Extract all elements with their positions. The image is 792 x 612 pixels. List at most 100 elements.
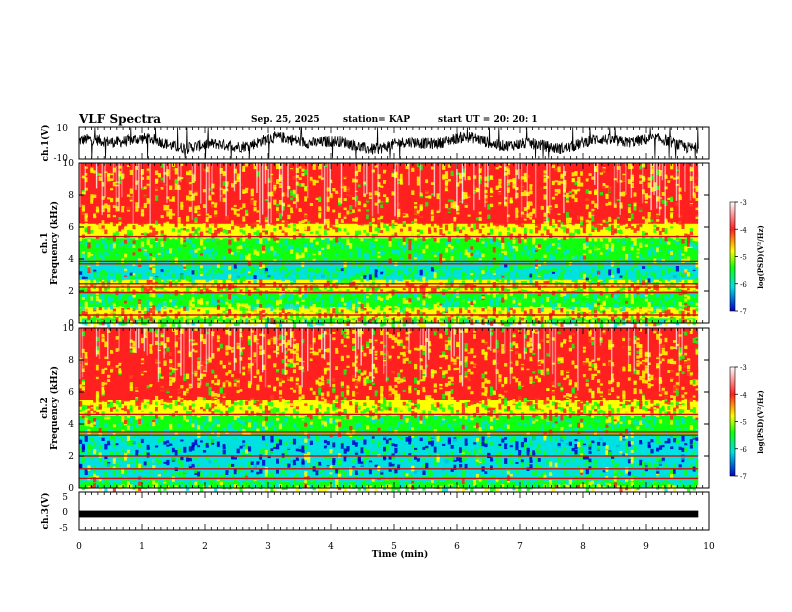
ch1-spec-speckle xyxy=(81,183,85,190)
ch1-spec-speckle xyxy=(233,177,237,181)
ch1-spec-speckle xyxy=(419,322,423,329)
ch1-spec-speckle xyxy=(270,175,274,182)
ch1-spec-speckle xyxy=(169,239,173,244)
ch1-spec-speckle xyxy=(315,312,319,316)
ch1-spec-speckle xyxy=(242,189,246,193)
ch1-spec-speckle xyxy=(202,241,207,246)
ch1-spec-speckle xyxy=(140,213,145,217)
ch1-spec-speckle xyxy=(225,188,229,192)
ch1-spec-streak xyxy=(149,163,151,226)
ch1-spec-speckle xyxy=(118,214,122,218)
ch1-spec-speckle xyxy=(95,292,100,295)
ch1-spec-speckle xyxy=(518,238,522,244)
ch1-spec-speckle xyxy=(166,178,170,184)
ch1-spec-speckle xyxy=(259,178,263,185)
ch1-spec-speckle xyxy=(163,193,167,198)
ch1-spec-speckle xyxy=(304,219,308,222)
ch1-spec-speckle xyxy=(408,190,412,195)
ch1-spec-speckle xyxy=(126,194,131,197)
ch1-spec-speckle xyxy=(225,181,229,187)
ch1-spec-speckle xyxy=(580,186,584,192)
ch1-spec-speckle xyxy=(453,282,457,288)
ch1-spec-speckle xyxy=(228,309,232,315)
ch1-spec-speckle xyxy=(506,241,511,247)
ch1-spec-speckle xyxy=(135,297,139,304)
ch1-spec-speckle xyxy=(580,241,584,247)
ch1-spec-speckle xyxy=(143,195,147,200)
ch1-spec-speckle xyxy=(155,281,159,285)
ch1-spec-speckle xyxy=(197,309,201,312)
ch1-spec-streak xyxy=(506,163,509,223)
ch1-spec-speckle xyxy=(211,283,215,287)
ch1-spec-speckle xyxy=(470,273,474,276)
ch1-spec-speckle xyxy=(543,194,547,200)
ch1-spec-speckle xyxy=(225,255,229,260)
ch1-spec-speckle xyxy=(467,292,471,297)
ch1-spec-speckle xyxy=(149,294,153,297)
ch1-spec-speckle xyxy=(143,299,147,303)
ch1-spec-speckle xyxy=(335,310,339,315)
ch1-spec-streak xyxy=(546,163,548,223)
ch1-spec-speckle xyxy=(422,300,426,306)
ch1-spec-speckle xyxy=(419,277,423,282)
ch1-spec-speckle xyxy=(216,219,221,222)
ch1-spec-speckle xyxy=(484,197,488,202)
ch1-spec-speckle xyxy=(236,318,240,320)
ch1-spec-speckle xyxy=(301,272,305,277)
ch1-spec-speckle xyxy=(174,222,178,227)
ch1-spec-speckle xyxy=(315,268,319,275)
ch1-spec-speckle xyxy=(101,182,105,187)
ch1-spec-speckle xyxy=(352,209,356,213)
ch1-spec-speckle xyxy=(495,185,499,190)
ch1-spec-speckle xyxy=(405,213,409,218)
ch1-spec-speckle xyxy=(532,296,536,303)
ch1-spec-speckle xyxy=(352,299,356,306)
ch1-spec-speckle xyxy=(101,275,105,279)
ch1-spec-speckle xyxy=(554,168,558,174)
ch1-spec-speckle xyxy=(360,198,364,202)
ch1-spec-speckle xyxy=(560,258,564,261)
ch1-spec-speckle xyxy=(481,212,485,218)
ch1-spec-speckle xyxy=(298,293,302,298)
ch1-spec-speckle xyxy=(439,167,443,173)
ch1-spec-speckle xyxy=(408,317,412,323)
ch1-spec-speckle xyxy=(523,245,527,250)
ch1-spec-speckle xyxy=(571,232,575,238)
ch1-spec-speckle xyxy=(233,306,237,310)
ch1-spec-speckle xyxy=(211,183,215,189)
ch1-spec-speckle xyxy=(124,178,128,181)
ch1-spec-speckle xyxy=(307,223,311,227)
ch1-spec-speckle xyxy=(180,190,184,196)
ch1-spec-speckle xyxy=(470,184,474,188)
ch1-spec-speckle xyxy=(414,163,418,169)
ch1-spec-speckle xyxy=(163,167,167,173)
ch1-spec-speckle xyxy=(405,260,409,265)
ch1-spec-speckle xyxy=(171,181,176,185)
ch1-spec-speckle xyxy=(549,269,553,272)
ch1-spec-speckle xyxy=(360,277,364,283)
ch1-spec-speckle xyxy=(501,314,505,320)
ch1-spec-speckle xyxy=(171,234,176,237)
ch1-spec-speckle xyxy=(554,215,558,221)
ch1-spec-speckle xyxy=(104,219,108,224)
ch1-spec-speckle xyxy=(233,204,237,207)
ch1-spec-speckle xyxy=(121,321,125,326)
ch1-spec-speckle xyxy=(470,261,474,265)
ch1-spec-speckle xyxy=(478,209,482,212)
ch1-spec-speckle xyxy=(110,243,114,250)
ch1-spec-speckle xyxy=(298,264,302,267)
ch1-spec-speckle xyxy=(326,187,330,192)
ch1-spec-speckle xyxy=(388,190,392,196)
ch1-spec-speckle xyxy=(287,244,291,250)
ch1-spec-speckle xyxy=(520,179,525,183)
ch1-spec-speckle xyxy=(363,253,367,259)
ch1-spec-speckle xyxy=(495,180,499,184)
ch1-spec-speckle xyxy=(183,306,187,311)
ch1-spec-speckle xyxy=(163,272,167,276)
ch1-spec-speckle xyxy=(219,210,223,215)
ch1-spec-speckle xyxy=(160,241,164,247)
ch1-spec-speckle xyxy=(132,293,136,298)
ch1-spec-speckle xyxy=(81,312,85,315)
ch1-spec-speckle xyxy=(143,219,147,224)
